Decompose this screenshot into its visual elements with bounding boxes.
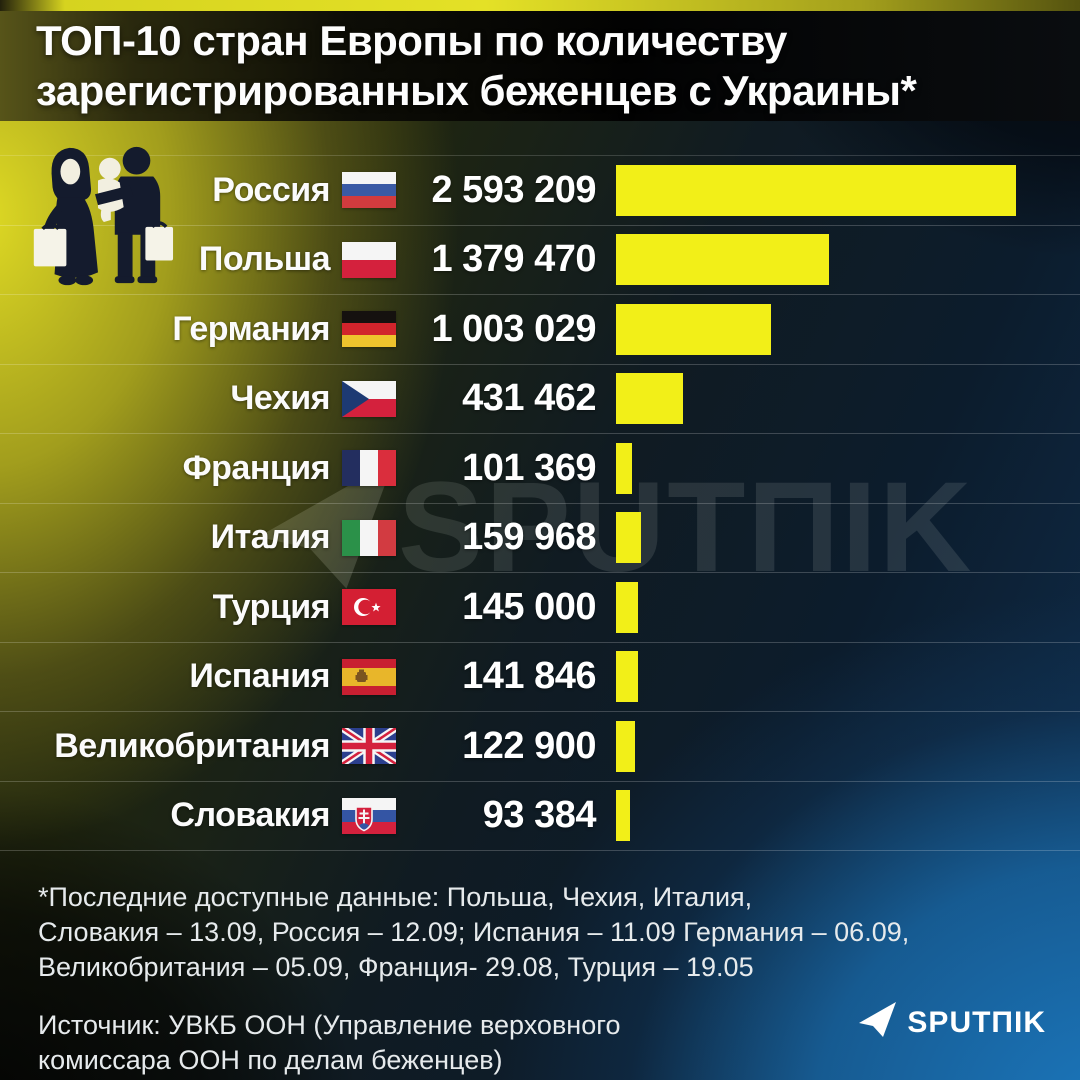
value-bar	[616, 373, 683, 425]
source-line-2: комиссара ООН по делам беженцев)	[38, 1045, 503, 1075]
top-accent-strip	[0, 0, 1080, 11]
country-label: Чехия	[230, 379, 331, 418]
refugee-count-value: 1 379 470	[431, 238, 596, 281]
footnote-line-2: Словакия – 13.09, Россия – 12.09; Испани…	[38, 917, 910, 947]
country-row: Италия 159 968	[0, 502, 1080, 573]
value-bar	[616, 790, 630, 842]
refugee-count-value: 2 593 209	[431, 168, 596, 211]
value-bar	[616, 720, 635, 772]
country-row: Польша 1 379 470	[0, 224, 1080, 295]
country-row: Франция 101 369	[0, 433, 1080, 503]
flag-turkey-icon	[342, 589, 396, 626]
sputnik-plane-icon	[859, 1002, 897, 1043]
country-label: Польша	[198, 240, 331, 279]
country-label: Испания	[189, 657, 330, 696]
refugee-count-value: 101 369	[462, 446, 596, 489]
flag-italy-icon	[342, 519, 396, 556]
country-label: Турция	[212, 587, 331, 626]
flag-slovakia-icon	[342, 797, 396, 834]
country-label: Италия	[210, 518, 331, 557]
refugee-family-icon	[18, 138, 176, 303]
country-label: Франция	[182, 448, 331, 487]
value-bar	[616, 442, 632, 494]
title-line-2: зарегистрированных беженцев с Украины*	[36, 67, 917, 114]
footnote-line-1: *Последние доступные данные: Польша, Чех…	[38, 882, 753, 912]
country-label: Россия	[212, 170, 330, 209]
country-label: Словакия	[170, 796, 330, 835]
refugee-count-value: 1 003 029	[431, 307, 596, 350]
flag-germany-icon	[342, 311, 396, 348]
value-bar	[616, 234, 829, 286]
page-title: ТОП-10 стран Европы по количеству зарегис…	[0, 16, 1080, 116]
value-bar	[616, 651, 638, 703]
flag-czechia-icon	[342, 380, 396, 417]
refugee-count-value: 122 900	[462, 724, 596, 767]
country-label: Великобритания	[54, 726, 330, 765]
source-note: Источник: УВКБ ООН (Управление верховног…	[38, 1008, 621, 1078]
footnote-line-3: Великобритания – 05.09, Франция- 29.08, …	[38, 952, 754, 982]
country-row: Германия 1 003 029	[0, 294, 1080, 364]
refugee-count-value: 145 000	[462, 585, 596, 628]
source-line-1: Источник: УВКБ ООН (Управление верховног…	[38, 1010, 621, 1040]
value-bar	[616, 303, 771, 355]
flag-russia-icon	[342, 172, 396, 209]
chart-rows: Россия 2 593 209 Польша 1 379 470 Герман…	[0, 155, 1080, 851]
refugee-count-value: 431 462	[462, 377, 596, 420]
refugee-count-value: 93 384	[482, 794, 597, 837]
title-band: ТОП-10 стран Европы по количеству зарегис…	[0, 11, 1080, 121]
footnote: *Последние доступные данные: Польша, Чех…	[38, 880, 909, 985]
country-row: Турция 145 000	[0, 572, 1080, 642]
country-row: Россия 2 593 209	[0, 155, 1080, 225]
sputnik-logo: SPUTПIK	[859, 1002, 1046, 1043]
country-row: Чехия 431 462	[0, 363, 1080, 434]
sputnik-logo-text: SPUTПIK	[907, 1005, 1046, 1039]
country-row: Великобритания 122 900	[0, 711, 1080, 781]
flag-uk-icon	[342, 728, 396, 765]
country-row: Словакия 93 384	[0, 780, 1080, 851]
refugee-count-value: 141 846	[462, 655, 596, 698]
flag-poland-icon	[342, 241, 396, 278]
value-bar	[616, 512, 641, 564]
value-bar	[616, 581, 638, 633]
flag-france-icon	[342, 450, 396, 487]
flag-spain-icon	[342, 658, 396, 695]
country-label: Германия	[172, 309, 330, 348]
refugee-count-value: 159 968	[462, 516, 596, 559]
value-bar	[616, 164, 1016, 216]
country-row: Испания 141 846	[0, 641, 1080, 712]
title-line-1: ТОП-10 стран Европы по количеству	[36, 17, 787, 64]
